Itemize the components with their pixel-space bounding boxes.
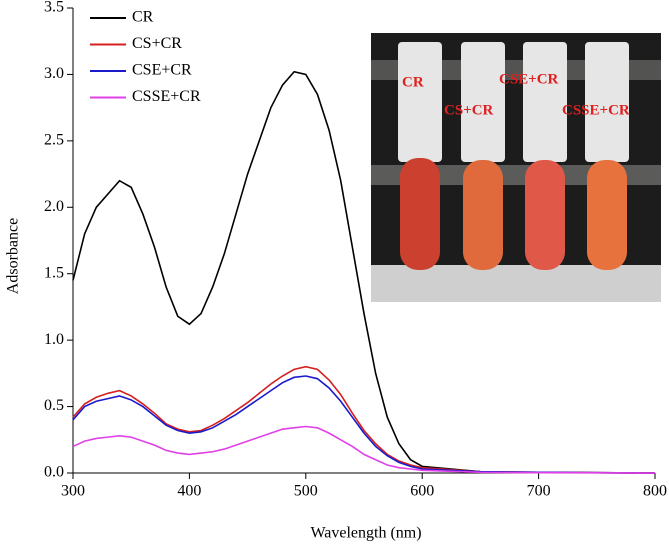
x-tick-label: 600 [410,483,434,500]
tube [398,42,442,162]
tubes [398,42,629,270]
tube [523,42,567,162]
series-line [72,365,656,474]
inset-label: CSSE+CR [562,102,630,118]
x-tick-label: 300 [61,483,85,500]
y-axis-title: Adsorbance [5,218,22,294]
tube [461,42,505,162]
inset-label: CS+CR [444,102,494,118]
y-tick-label: 2.5 [44,132,64,149]
legend-label: CSSE+CR [132,88,201,105]
x-tick-label: 400 [177,483,201,500]
inset-photo: CR CS+CR CSE+CR CSSE+CR [371,33,661,302]
legend-label: CSE+CR [132,62,192,79]
y-tick-label: 3.0 [44,65,64,82]
inset-label: CR [402,74,424,90]
tube [585,42,629,162]
x-tick-label: 700 [527,483,551,500]
x-axis-title: Wavelength (nm) [310,525,421,542]
y-tick-label: 2.0 [44,198,64,215]
x-tick-label: 500 [294,483,318,500]
y-tick-label: 0.0 [44,464,64,481]
series-line [72,425,656,474]
inset-label: CSE+CR [499,71,559,87]
x-tick-label: 800 [643,483,667,500]
y-tick-label: 1.0 [44,331,64,348]
tube-liquid [587,160,627,270]
legend-label: CR [132,9,154,26]
series-line [72,70,656,474]
tube-liquid [400,158,440,270]
y-tick-label: 1.5 [44,264,64,281]
legend-label: CS+CR [132,35,182,52]
rack-base [371,265,661,302]
y-tick-label: 3.5 [44,0,64,16]
series-line [72,375,656,474]
tube-liquid [463,160,503,270]
tube-liquid [525,160,565,270]
y-tick-label: 0.5 [44,397,64,414]
